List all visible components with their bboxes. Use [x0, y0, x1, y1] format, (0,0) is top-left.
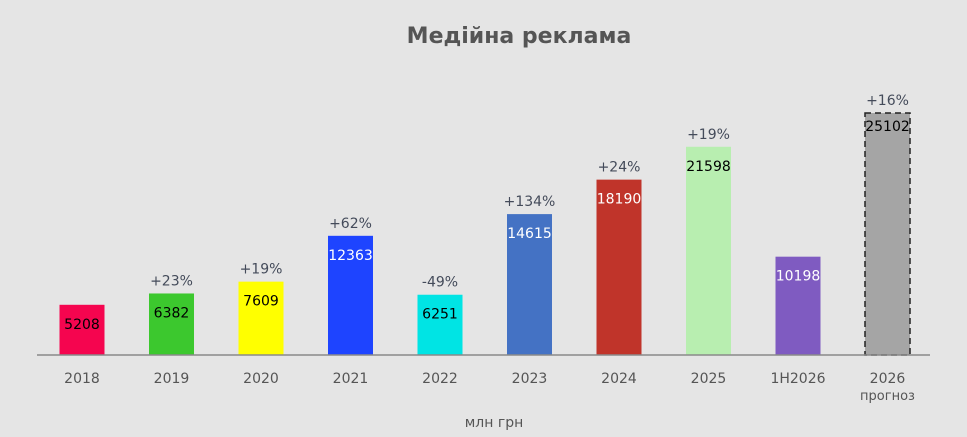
growth-label-2023: +134%	[504, 194, 556, 210]
x-tick-label-2018: 2018	[64, 371, 100, 387]
value-label-2020: 7609	[243, 294, 279, 310]
x-tick-label-2023: 2023	[512, 371, 548, 387]
growth-label-2019: +23%	[150, 273, 193, 289]
x-tick-label-2026: 2026	[870, 371, 906, 387]
value-label-2021: 12363	[328, 248, 373, 264]
bar-2020	[238, 281, 284, 355]
growth-label-2021: +62%	[329, 216, 372, 232]
x-tick-label-2019: 2019	[154, 371, 190, 387]
bar-2021	[328, 235, 373, 355]
bar-1H2026	[775, 256, 821, 355]
growth-label-2024: +24%	[598, 160, 641, 176]
x-tick-sublabel-2026: прогноз	[860, 389, 915, 404]
value-label-1H2026: 10198	[776, 269, 821, 285]
bar-2022	[417, 294, 463, 355]
bars-group	[59, 112, 911, 356]
bar-2019	[149, 293, 194, 355]
value-label-2019: 6382	[154, 305, 190, 321]
x-tick-label-1H2026: 1H2026	[770, 371, 825, 387]
x-tick-label-2022: 2022	[422, 371, 458, 387]
growth-label-2025: +19%	[687, 127, 730, 143]
growth-label-2022: -49%	[422, 275, 458, 291]
value-label-2023: 14615	[507, 226, 552, 242]
bar-2023	[507, 214, 552, 355]
x-tick-label-2020: 2020	[243, 371, 279, 387]
axis-caption: млн грн	[465, 415, 524, 431]
value-label-2025: 21598	[686, 159, 731, 175]
x-tick-label-2024: 2024	[601, 371, 637, 387]
value-label-2022: 6251	[422, 307, 458, 323]
value-label-2024: 18190	[597, 192, 642, 208]
bar-2026	[864, 112, 911, 356]
value-label-2018: 5208	[64, 317, 100, 333]
growth-label-2026: +16%	[866, 93, 909, 109]
x-tick-label-2025: 2025	[691, 371, 727, 387]
bar-2025	[686, 146, 731, 355]
labels-group: 5208 2018 6382 +23% 2019 7609 +19% 2020 12363 +62…	[64, 93, 915, 404]
bar-2018	[59, 304, 105, 355]
chart-title: Медійна реклама	[407, 24, 632, 49]
value-label-2026: 25102	[865, 119, 910, 135]
x-tick-label-2021: 2021	[333, 371, 369, 387]
growth-label-2020: +19%	[240, 262, 283, 278]
bar-2024	[596, 179, 642, 355]
